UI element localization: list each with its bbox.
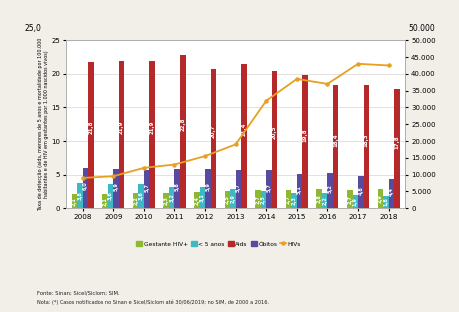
Bar (88, 62, 94, 208)
Bar (77, 183, 83, 208)
Bar (393, 89, 399, 208)
Bar (377, 189, 382, 208)
Text: Nota: (*) Casos notificados no Sinan e Sicel/Siclom até 30/06/2019; no SIM, de 2: Nota: (*) Casos notificados no Sinan e S… (37, 300, 269, 305)
Bar (260, 191, 266, 208)
Bar (133, 193, 138, 208)
Text: 2,1: 2,1 (72, 197, 77, 206)
Text: 18,3: 18,3 (363, 134, 368, 147)
Bar (179, 55, 185, 208)
Bar (205, 168, 210, 208)
Text: 50.000: 50.000 (408, 24, 434, 33)
Text: 5,7: 5,7 (144, 183, 149, 192)
Text: 17,8: 17,8 (393, 136, 398, 149)
Bar (83, 168, 88, 208)
Bar (316, 189, 321, 208)
Bar (113, 168, 118, 208)
Bar (144, 170, 149, 208)
Bar (321, 193, 327, 208)
Text: 5,1: 5,1 (297, 185, 302, 194)
Bar (194, 192, 199, 208)
Text: 2,9: 2,9 (377, 194, 382, 203)
Bar (271, 71, 277, 208)
Text: 2,5: 2,5 (260, 195, 265, 204)
Text: 4,8: 4,8 (358, 186, 363, 195)
Text: 4,4: 4,4 (388, 188, 393, 196)
Text: 20,7: 20,7 (210, 125, 215, 139)
Bar (224, 191, 230, 208)
Text: 2,3: 2,3 (291, 196, 296, 205)
Text: 21,9: 21,9 (149, 120, 154, 134)
Bar (388, 178, 393, 208)
Text: 3,6: 3,6 (108, 192, 113, 200)
Text: 2,8: 2,8 (316, 194, 321, 203)
Text: 3,2: 3,2 (169, 193, 174, 202)
Text: 5,9: 5,9 (205, 182, 210, 191)
Text: 22,8: 22,8 (180, 117, 185, 131)
Text: 2,2: 2,2 (133, 196, 138, 205)
Bar (163, 193, 168, 208)
Text: 2,2: 2,2 (321, 196, 326, 205)
Text: 5,9: 5,9 (113, 182, 118, 191)
Text: 25,0: 25,0 (24, 24, 41, 33)
Text: 1,8: 1,8 (383, 198, 387, 207)
Text: 5,7: 5,7 (235, 183, 241, 192)
Bar (235, 170, 241, 208)
Bar (255, 190, 260, 208)
Text: 2,7: 2,7 (347, 195, 352, 203)
Bar (102, 194, 107, 208)
Bar (168, 187, 174, 208)
Bar (118, 61, 124, 208)
Bar (285, 190, 291, 208)
Bar (149, 61, 155, 208)
Bar (382, 196, 388, 208)
Text: 2,7: 2,7 (255, 195, 260, 203)
Text: 20,5: 20,5 (271, 126, 276, 139)
Text: 19,8: 19,8 (302, 128, 307, 142)
Bar (357, 176, 363, 208)
Bar (199, 187, 205, 208)
Text: 3,6: 3,6 (138, 192, 143, 200)
Text: 2,9: 2,9 (230, 194, 235, 203)
Bar (352, 195, 357, 208)
Bar (266, 170, 271, 208)
Text: Fonte: Sinan; Sicel/Siclom; SIM.: Fonte: Sinan; Sicel/Siclom; SIM. (37, 291, 119, 296)
Text: 21,9: 21,9 (119, 120, 124, 134)
Bar (332, 85, 338, 208)
Bar (346, 190, 352, 208)
Text: 21,8: 21,8 (88, 121, 93, 134)
Bar (363, 85, 368, 208)
Text: 3,8: 3,8 (77, 191, 82, 200)
Text: 2,3: 2,3 (163, 196, 168, 205)
Legend: Gestante HIV+, < 5 anos, Aids, Óbitos, HIVs: Gestante HIV+, < 5 anos, Aids, Óbitos, H… (136, 241, 301, 246)
Text: 5,2: 5,2 (327, 184, 332, 193)
Text: 3,1: 3,1 (199, 193, 204, 202)
Text: 2,5: 2,5 (224, 195, 230, 204)
Bar (296, 174, 302, 208)
Y-axis label: Taxa de detecção (aids, menores de 5 anos e mortalidade por 100.000
habitantes e: Taxa de detecção (aids, menores de 5 ano… (38, 37, 49, 211)
Text: 18,4: 18,4 (332, 134, 337, 147)
Bar (302, 75, 307, 208)
Bar (72, 194, 77, 208)
Bar (174, 169, 179, 208)
Text: 5,8: 5,8 (174, 182, 179, 191)
Bar (230, 189, 235, 208)
Bar (241, 65, 246, 208)
Bar (138, 184, 144, 208)
Bar (291, 193, 296, 208)
Text: 2,4: 2,4 (194, 196, 199, 205)
Text: 6,0: 6,0 (83, 182, 88, 190)
Bar (107, 184, 113, 208)
Text: 5,7: 5,7 (266, 183, 271, 192)
Text: 2,1: 2,1 (102, 197, 107, 206)
Bar (210, 69, 216, 208)
Text: 1,9: 1,9 (352, 197, 357, 206)
Bar (327, 173, 332, 208)
Text: 21,4: 21,4 (241, 122, 246, 136)
Text: 2,7: 2,7 (285, 195, 291, 203)
